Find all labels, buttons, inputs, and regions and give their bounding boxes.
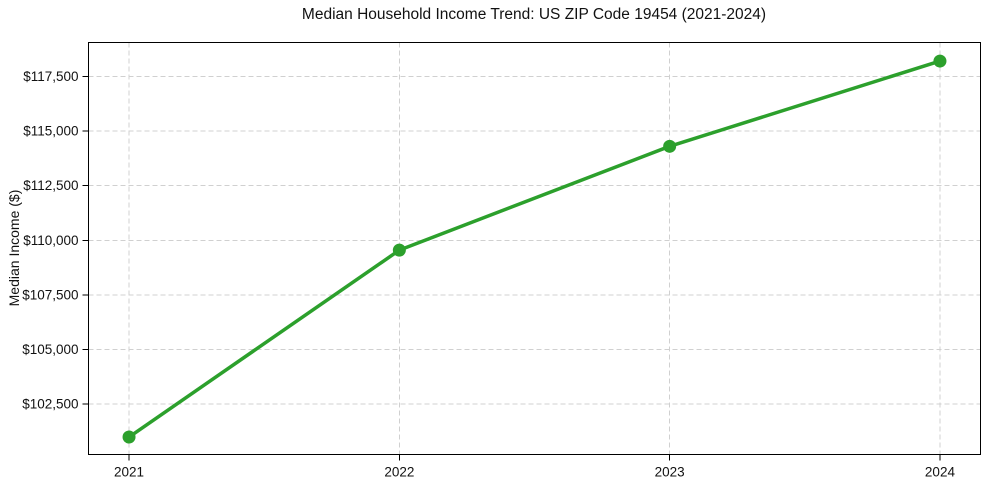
axis-tick-marks [82,75,941,461]
gridlines [88,42,981,455]
y-tick-label: $105,000 [22,342,78,357]
y-tick-labels: $102,500 $105,000 $107,500 $110,000 $112,500… [22,69,78,412]
y-tick-label: $117,500 [23,69,78,84]
x-tick-label: 2024 [925,465,956,480]
income-trend-line [127,59,942,439]
plot-border [88,42,981,455]
x-tick-label: 2023 [655,465,685,480]
data-point-2022 [392,243,406,257]
x-tick-labels: 2021 2022 2023 2024 [114,465,955,480]
y-tick-label: $112,500 [23,178,78,193]
data-point-2021 [122,430,136,444]
chart-title: Median Household Income Trend: US ZIP Co… [301,6,767,23]
y-tick-label: $110,000 [23,233,78,248]
y-tick-label: $115,000 [23,124,78,139]
x-tick-label: 2022 [384,465,414,480]
y-tick-label: $102,500 [22,397,78,412]
x-tick-label: 2021 [114,465,144,480]
data-point-2024 [933,54,947,68]
y-tick-label: $107,500 [22,287,78,302]
data-point-2023 [663,139,677,153]
